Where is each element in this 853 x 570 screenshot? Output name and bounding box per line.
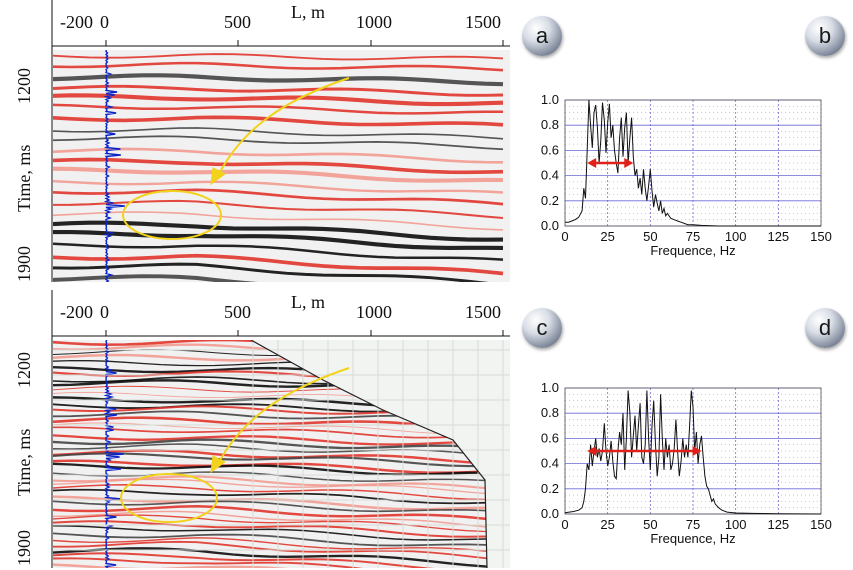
bottom-seismic-figure: -200 0 500 1000 1500 L, m 1200 1900 Time…: [14, 290, 510, 568]
y-tick-label: 0.8: [541, 405, 559, 420]
bottom-x-tick-label: 500: [224, 302, 251, 322]
bottom-x-axis-title: L, m: [291, 292, 325, 312]
bottom-y-tick-label: 1200: [14, 352, 34, 388]
seismic-trace: [103, 50, 125, 282]
spectrum-line: [564, 390, 822, 515]
seismic-trace: [103, 340, 124, 568]
bottom-x-tick-label: 1000: [356, 302, 392, 322]
y-tick-label: 1.0: [541, 380, 559, 395]
y-tick-label: 0.4: [541, 456, 559, 471]
y-tick-label: 0.2: [541, 193, 559, 208]
annotation-arrow: [217, 367, 350, 465]
x-tick-label: 125: [767, 517, 789, 532]
x-tick-label: 0: [561, 229, 568, 244]
seismic-reflectors: [53, 53, 504, 282]
y-tick-label: 0.6: [541, 430, 559, 445]
annotation-arrowhead: [210, 167, 226, 186]
seismic-section-top: [53, 50, 510, 282]
y-tick-label: 0.6: [541, 142, 559, 157]
panel-label-c: c: [522, 308, 562, 348]
x-tick-label: 125: [767, 229, 789, 244]
spectrum-chart-d: 0 25 50 75 100 125 150 0.0 0.2 0.4 0.6 0.8 1.0 Freque…: [541, 380, 832, 546]
highlight-ellipse: [122, 190, 222, 240]
top-x-axis-title: L, m: [291, 2, 325, 22]
plot-frame: [564, 99, 822, 227]
x-axis-label: Frequence, Hz: [650, 243, 735, 258]
spectrum-line: [565, 99, 821, 227]
top-x-tick-label: -200: [60, 12, 93, 32]
bandwidth-arrow: [587, 446, 702, 456]
x-tick-label: 150: [810, 229, 832, 244]
bottom-x-ticks: [105, 330, 504, 336]
top-x-tick-label: 500: [224, 12, 251, 32]
bottom-x-tick-label: 1500: [465, 302, 501, 322]
panel-label-a: a: [522, 16, 562, 56]
x-axis-label: Frequence, Hz: [650, 531, 735, 546]
y-tick-label: 0.2: [541, 481, 559, 496]
annotation-arrow: [217, 77, 350, 177]
x-tick-label: 50: [643, 517, 657, 532]
x-tick-label: 75: [686, 229, 700, 244]
bottom-y-axis-title: Time, ms: [14, 429, 34, 496]
x-tick-label: 100: [725, 229, 747, 244]
highlight-ellipse: [120, 473, 218, 523]
bandwidth-arrow: [587, 158, 634, 168]
top-x-ticks: [105, 40, 504, 46]
top-x-tick-label: 0: [100, 12, 109, 32]
x-tick-label: 0: [561, 517, 568, 532]
no-data-region: [251, 340, 510, 568]
top-y-axis-title: Time, ms: [14, 145, 34, 212]
bottom-y-tick-label: 1900: [14, 530, 34, 566]
x-tick-label: 50: [643, 229, 657, 244]
y-tick-label: 0.0: [541, 506, 559, 521]
plot-frame: [564, 387, 822, 515]
x-tick-label: 25: [600, 229, 614, 244]
top-y-tick-label: 1900: [14, 246, 34, 282]
bottom-x-tick-label: -200: [60, 302, 93, 322]
x-tick-label: 25: [600, 517, 614, 532]
top-seismic-figure: -200 0 500 1000 1500 L, m 1200 1900 Time…: [14, 0, 510, 282]
top-x-tick-label: 1000: [356, 12, 392, 32]
panel-label-d: d: [805, 308, 845, 348]
y-tick-label: 1.0: [541, 92, 559, 107]
y-tick-label: 0.0: [541, 218, 559, 233]
bottom-x-tick-label: 0: [100, 302, 109, 322]
top-x-tick-label: 1500: [465, 12, 501, 32]
top-y-tick-label: 1200: [14, 68, 34, 104]
panel-label-b: b: [805, 16, 845, 56]
seismic-section-bottom: [53, 340, 510, 568]
x-tick-label: 75: [686, 517, 700, 532]
annotation-arrowhead: [210, 455, 226, 474]
x-tick-label: 150: [810, 517, 832, 532]
y-tick-label: 0.4: [541, 168, 559, 183]
y-tick-label: 0.8: [541, 117, 559, 132]
spectrum-chart-b: 0 25 50 75 100 125 150 0.0 0.2 0.4 0.6 0.8 1.0 Freque…: [541, 92, 832, 258]
x-tick-label: 100: [725, 517, 747, 532]
